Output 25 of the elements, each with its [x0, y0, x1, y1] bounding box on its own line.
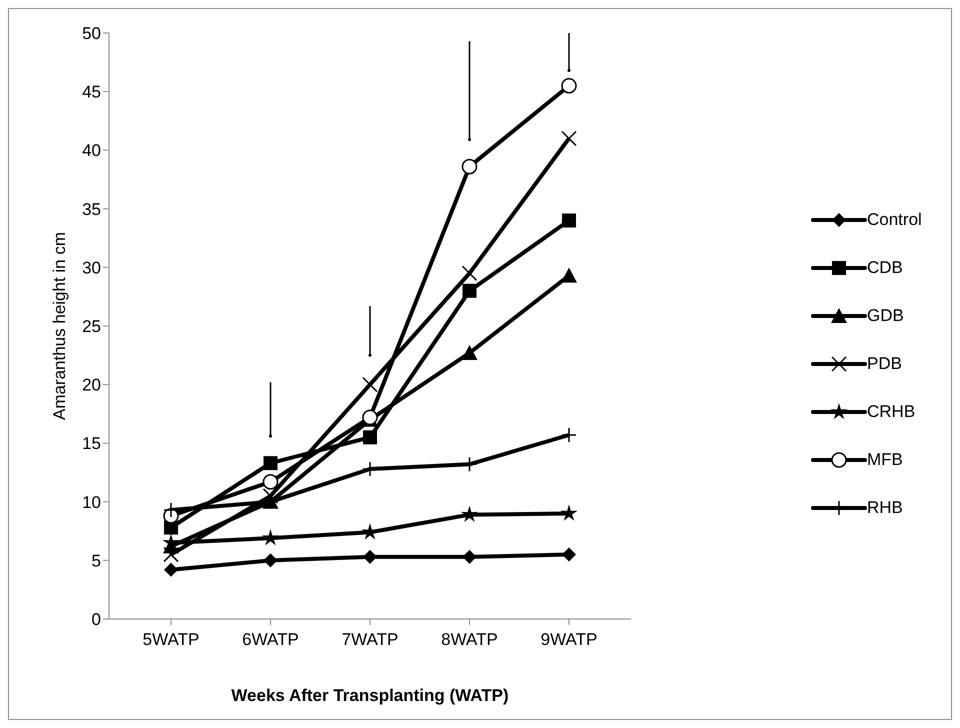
legend-label: MFB	[867, 450, 903, 470]
y-tick-label: 45	[82, 82, 101, 102]
legend-label: CDB	[867, 258, 903, 278]
y-tick-label: 25	[82, 317, 101, 336]
y-tick-label: 10	[82, 492, 101, 512]
legend-label: RHB	[867, 498, 903, 518]
y-axis-title: Amaranthus height in cm	[50, 232, 70, 420]
x-tick-label: 6WATP	[242, 630, 299, 650]
x-tick-label: 7WATP	[342, 630, 398, 650]
y-tick-label: 0	[92, 610, 101, 630]
x-tick-label: 9WATP	[540, 630, 598, 650]
legend-label: PDB	[867, 354, 902, 374]
x-tick-label: 5WATP	[142, 630, 200, 650]
y-tick-label: 5	[92, 551, 101, 570]
legend-label: CRHB	[867, 402, 916, 422]
y-tick-label: 40	[82, 141, 101, 160]
x-axis-title: Weeks After Transplanting (WATP)	[231, 686, 509, 705]
y-tick-label: 15	[82, 434, 101, 454]
y-tick-label: 20	[82, 376, 101, 395]
y-tick-label: 35	[82, 200, 101, 219]
y-tick-label: 30	[82, 258, 101, 278]
legend-label: GDB	[867, 306, 904, 326]
legend-label: Control	[867, 210, 922, 230]
x-tick-label: 8WATP	[441, 630, 498, 650]
y-tick-label: 50	[82, 24, 101, 44]
